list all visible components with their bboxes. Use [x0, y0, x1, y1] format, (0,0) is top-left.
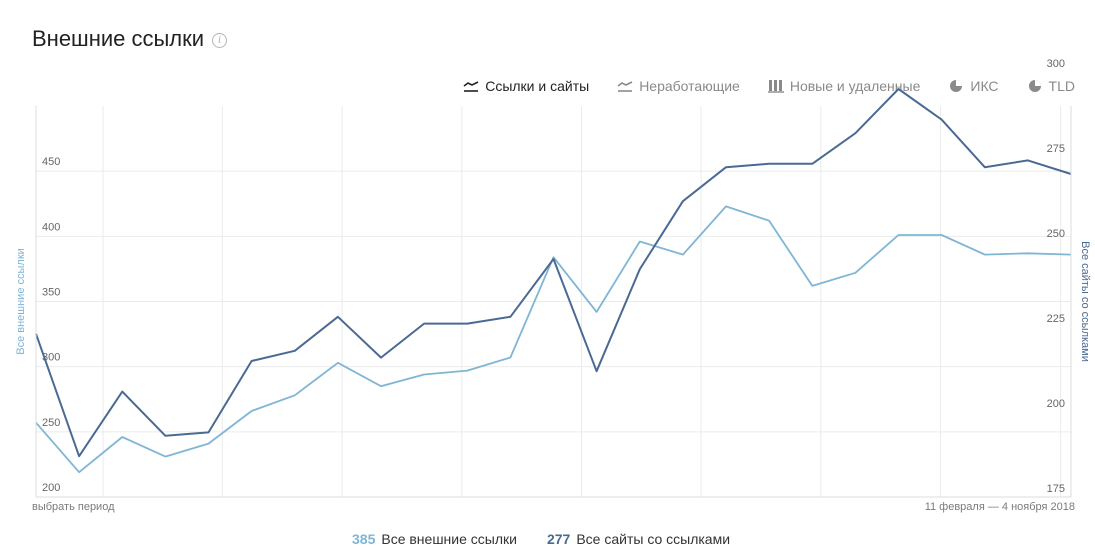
bar-chart-icon	[767, 80, 784, 93]
series-line-sites-with-links	[35, 88, 1072, 458]
page-title-text: Внешние ссылки	[32, 26, 205, 51]
y-tick-label-right: 275	[1047, 143, 1065, 155]
y-tick-label-left: 300	[42, 352, 60, 364]
tab-new-and-deleted[interactable]: Новые и удаленные	[767, 78, 921, 94]
line-chart-icon	[463, 81, 479, 92]
legend-value: 385	[352, 531, 376, 547]
series-line-external-links	[35, 205, 1072, 474]
legend-label: Все внешние ссылки	[381, 531, 517, 547]
chart-legend: 385 Все внешние ссылки 277 Все сайты со …	[352, 531, 730, 547]
y-tick-label-right: 300	[1047, 58, 1065, 70]
tab-iks[interactable]: ИКС	[948, 78, 999, 94]
y-tick-label-right: 250	[1047, 228, 1065, 240]
y-tick-label-right: 200	[1047, 398, 1065, 410]
tab-broken[interactable]: Неработающие	[617, 78, 740, 94]
info-icon[interactable]: i	[212, 33, 228, 48]
line-chart-icon	[617, 81, 633, 92]
tab-label: TLD	[1048, 78, 1075, 94]
pie-chart-icon	[950, 80, 963, 92]
y-tick-label-right: 175	[1047, 483, 1065, 495]
tab-label: Новые и удаленные	[789, 78, 921, 94]
pie-chart-icon	[1028, 80, 1041, 92]
legend-label: Все сайты со ссылками	[576, 531, 731, 547]
tab-links-and-sites[interactable]: Ссылки и сайты	[463, 78, 589, 94]
tab-label: Неработающие	[639, 78, 740, 94]
legend-value: 277	[546, 531, 571, 547]
page-title: Внешние ссылки i	[32, 26, 228, 52]
tab-label: Ссылки и сайты	[485, 78, 590, 94]
select-period-link[interactable]: выбрать период	[32, 501, 115, 513]
y-axis-title-left: Все внешние ссылки	[15, 248, 27, 355]
y-tick-label-left: 450	[42, 156, 60, 168]
y-axis-title-right: Все сайты со ссылками	[1079, 241, 1091, 362]
tab-tld[interactable]: TLD	[1027, 78, 1075, 94]
legend-item-sites-with-links[interactable]: 277 Все сайты со ссылками	[547, 531, 730, 547]
y-tick-label-left: 350	[42, 287, 60, 299]
tab-label: ИКС	[970, 78, 999, 94]
y-tick-label-left: 200	[42, 482, 60, 494]
date-range: 11 февраля — 4 ноября 2018	[924, 501, 1075, 513]
legend-item-external-links[interactable]: 385 Все внешние ссылки	[352, 531, 517, 547]
y-tick-label-left: 400	[42, 221, 60, 233]
y-tick-label-left: 250	[42, 417, 60, 429]
chart-tabs: Ссылки и сайты Неработающие Новые и удал…	[463, 78, 1075, 94]
y-tick-label-right: 225	[1047, 313, 1065, 325]
